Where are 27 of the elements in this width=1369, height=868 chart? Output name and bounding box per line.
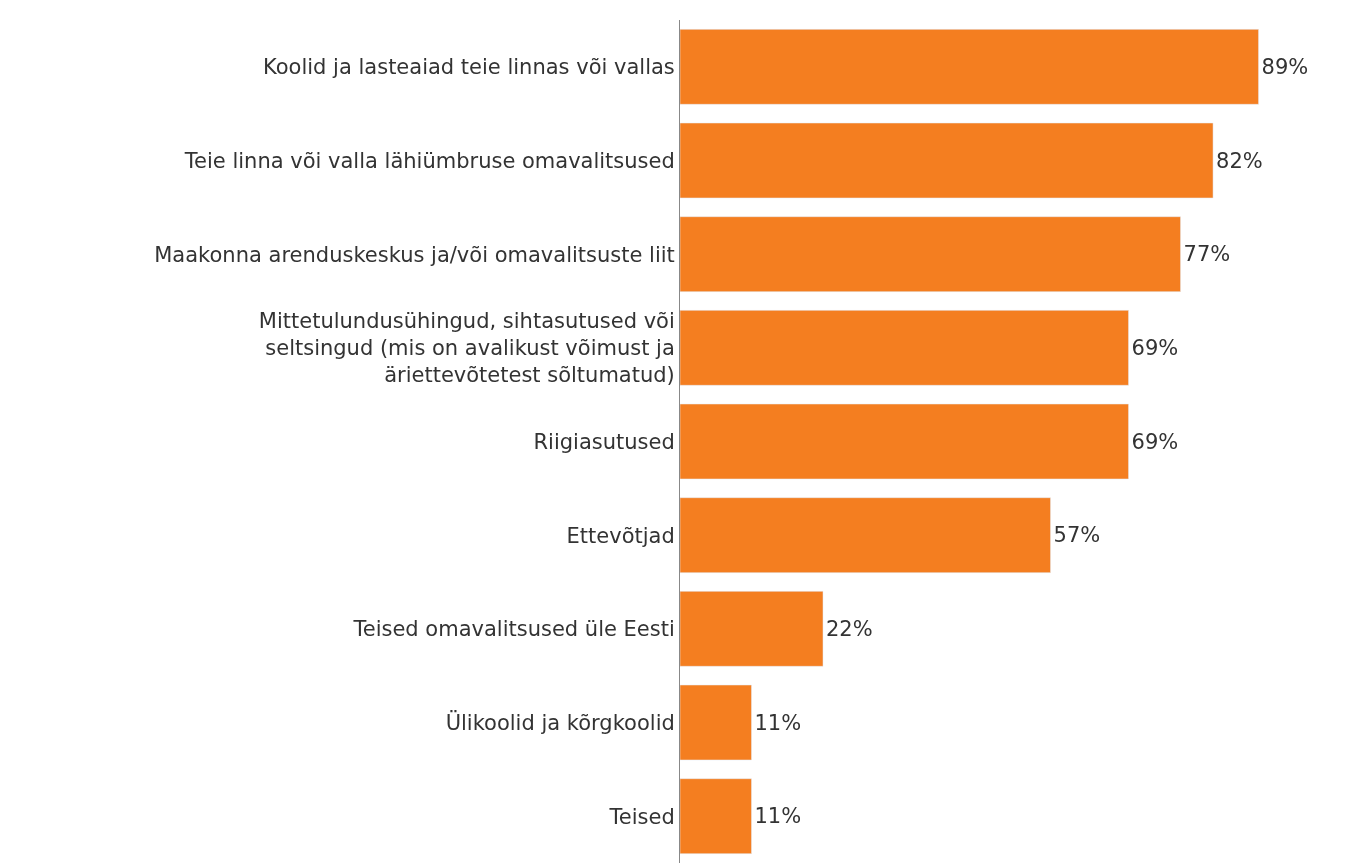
y-tick-label: Koolid ja lasteaiad teie linnas või vallas (263, 55, 675, 80)
data-label: 11% (754, 710, 802, 735)
bar (680, 403, 1129, 480)
y-tick-label: Riigiasutused (533, 429, 675, 454)
bar (680, 122, 1214, 199)
bar (680, 778, 752, 854)
bar (680, 29, 1259, 105)
data-label: 69% (1131, 335, 1179, 360)
data-label: 57% (1053, 523, 1101, 548)
y-tick-label: Teie linna või valla lähiümbruse omavalitsused (183, 148, 675, 173)
y-tick-label: Ettevõtjad (566, 523, 675, 548)
y-tick-label: Maakonna arenduskeskus ja/või omavalitsuste liit (154, 242, 675, 267)
y-tick-label: Ülikoolid ja kõrgkoolid (445, 709, 675, 735)
y-tick-label: Teised (608, 804, 675, 829)
data-label: 69% (1131, 429, 1179, 454)
bar (680, 216, 1181, 292)
data-label: 22% (826, 616, 873, 641)
y-tick-label: Mittetulundusühingud, sihtasutused või seltsingud (mis on avalikust võimust ja äriettevõtetest sõltumatud) (258, 308, 675, 388)
data-label: 89% (1261, 54, 1309, 79)
data-label: 82% (1216, 148, 1263, 173)
data-label: 77% (1183, 242, 1231, 267)
y-tick-label: Teised omavalitsused üle Eesti (352, 617, 675, 642)
bar (680, 310, 1129, 386)
bar (680, 497, 1051, 573)
bar (680, 684, 752, 761)
bar (680, 591, 824, 667)
data-label: 11% (754, 804, 802, 829)
